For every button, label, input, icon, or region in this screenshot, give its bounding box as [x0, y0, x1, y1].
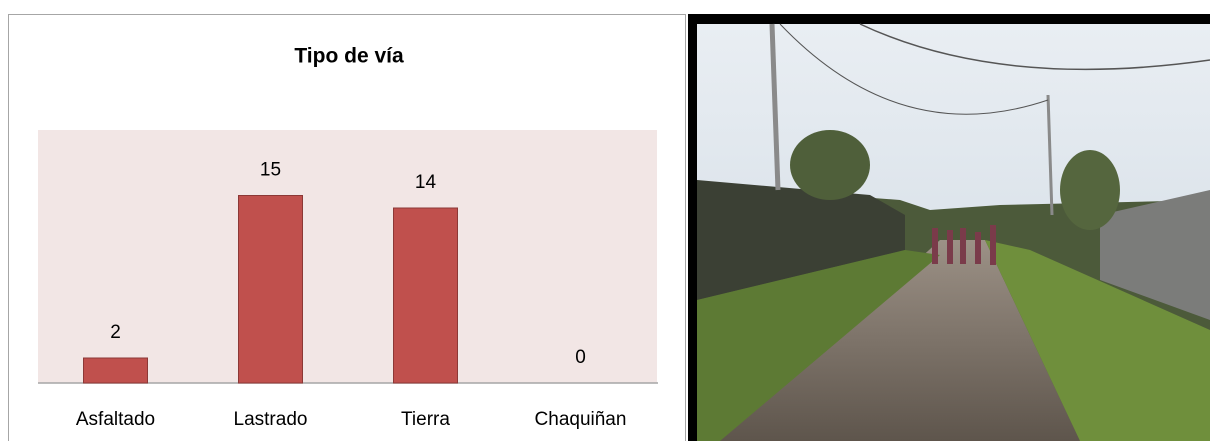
chart: Asfaltado 2 Lastrado 15 Tierra 14 Chaquiñan 0 [38, 160, 658, 430]
bar [393, 207, 458, 384]
x-tick-label: Asfaltado [76, 409, 155, 430]
value-label: 14 [415, 172, 437, 193]
bar [238, 195, 303, 384]
bar [83, 357, 148, 384]
value-label: 15 [260, 160, 281, 181]
x-tick-label: Chaquiñan [535, 409, 627, 430]
x-tick-label: Tierra [401, 409, 450, 430]
photo [688, 14, 1210, 441]
chart-title: Tipo de vía [294, 45, 404, 68]
x-tick-label: Lastrado [234, 409, 308, 430]
value-label: 0 [575, 347, 586, 368]
value-label: 2 [110, 322, 121, 343]
plot-area [38, 130, 657, 383]
